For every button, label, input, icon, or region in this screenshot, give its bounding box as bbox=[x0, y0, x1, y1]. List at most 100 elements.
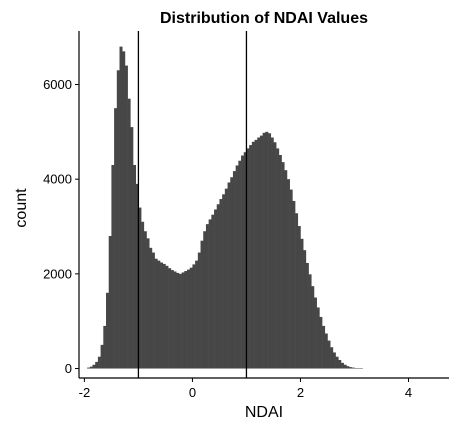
histogram-bar bbox=[232, 171, 236, 369]
histogram-bar bbox=[222, 194, 226, 369]
histogram-bar bbox=[327, 340, 331, 369]
histogram-bar bbox=[349, 367, 353, 369]
y-tick-label: 6000 bbox=[43, 77, 72, 92]
histogram-bar bbox=[340, 362, 344, 369]
histogram-bar bbox=[197, 252, 201, 369]
histogram-bar bbox=[214, 209, 218, 369]
histogram-bar bbox=[165, 265, 169, 369]
histogram-bar bbox=[146, 238, 150, 369]
histogram-bar bbox=[319, 316, 323, 369]
histogram-bar bbox=[332, 352, 336, 369]
histogram-bar bbox=[268, 133, 272, 369]
histogram-bar bbox=[316, 307, 320, 369]
histogram-bar bbox=[346, 366, 350, 369]
histogram-bar bbox=[178, 273, 182, 369]
histogram-bar bbox=[100, 344, 104, 369]
histogram-bar bbox=[133, 164, 137, 369]
histogram-bar bbox=[170, 270, 174, 369]
reference-lines bbox=[137, 31, 248, 378]
x-tick-label: -2 bbox=[79, 385, 91, 400]
histogram-bar bbox=[338, 360, 342, 369]
histogram-bar bbox=[305, 262, 309, 369]
histogram-bar bbox=[122, 51, 126, 369]
histogram-bar bbox=[97, 356, 101, 369]
histogram-bar bbox=[89, 366, 93, 369]
histogram-bar bbox=[273, 142, 277, 369]
histogram-bar bbox=[187, 269, 191, 369]
histogram-bar bbox=[351, 367, 355, 369]
histogram-bar bbox=[295, 213, 299, 369]
histogram-bar bbox=[254, 139, 258, 369]
histogram-bar bbox=[124, 65, 128, 369]
histogram-bar bbox=[200, 240, 204, 369]
histogram-bar bbox=[111, 164, 115, 369]
histogram-bar bbox=[324, 333, 328, 369]
histogram-bar bbox=[208, 219, 212, 369]
x-axis-ticks: -2 0 2 4 bbox=[79, 378, 412, 400]
histogram-bar bbox=[238, 160, 242, 369]
histogram-bars bbox=[87, 46, 363, 369]
chart-title: Distribution of NDAI Values bbox=[160, 10, 368, 27]
histogram-bar bbox=[211, 214, 215, 369]
histogram-bar bbox=[251, 141, 255, 369]
histogram-bar bbox=[135, 183, 139, 369]
histogram-bar bbox=[286, 179, 290, 369]
histogram-bar bbox=[119, 46, 123, 369]
histogram-bar bbox=[92, 364, 96, 369]
y-axis-ticks: 0 2000 4000 6000 bbox=[43, 77, 79, 376]
histogram-bar bbox=[160, 262, 164, 369]
histogram-bar bbox=[195, 260, 199, 369]
axes bbox=[78, 31, 449, 379]
x-tick-label: 4 bbox=[405, 385, 412, 400]
histogram-bar bbox=[278, 155, 282, 369]
histogram-bar bbox=[87, 367, 91, 369]
histogram-bar bbox=[265, 131, 269, 369]
histogram-bar bbox=[281, 162, 285, 369]
histogram-bar bbox=[313, 297, 317, 369]
histogram-bar bbox=[259, 135, 263, 369]
histogram-bar bbox=[230, 177, 234, 369]
histogram-bar bbox=[127, 98, 131, 369]
x-tick-label: 2 bbox=[297, 385, 304, 400]
histogram-bar bbox=[343, 364, 347, 369]
histogram-bar bbox=[216, 204, 220, 369]
histogram-bar bbox=[224, 188, 228, 369]
histogram-bar bbox=[241, 155, 245, 369]
histogram-bar bbox=[246, 148, 250, 369]
histogram-bar bbox=[189, 267, 193, 369]
histogram-bar bbox=[235, 165, 239, 369]
histogram-bar bbox=[330, 347, 334, 369]
histogram-bar bbox=[157, 260, 161, 369]
y-tick-label: 4000 bbox=[43, 172, 72, 187]
histogram-bar bbox=[262, 132, 266, 369]
histogram-bar bbox=[181, 272, 185, 369]
histogram-bar bbox=[335, 356, 339, 369]
histogram-bar bbox=[114, 108, 118, 369]
histogram-bar bbox=[311, 286, 315, 369]
histogram-bar bbox=[284, 170, 288, 369]
histogram-bar bbox=[205, 224, 209, 369]
histogram-bar bbox=[173, 271, 177, 369]
histogram-bar bbox=[138, 207, 142, 369]
histogram-bar bbox=[149, 247, 153, 369]
histogram-bar bbox=[243, 152, 247, 369]
histogram-bar bbox=[257, 137, 261, 369]
histogram-bar bbox=[154, 258, 158, 369]
histogram-bar bbox=[143, 231, 147, 369]
histogram-bar bbox=[108, 235, 112, 369]
y-tick-label: 2000 bbox=[43, 266, 72, 281]
x-tick-label: 0 bbox=[189, 385, 196, 400]
histogram-bar bbox=[130, 127, 134, 369]
histogram-bar bbox=[303, 250, 307, 369]
histogram-bar bbox=[292, 200, 296, 369]
histogram-bar bbox=[95, 361, 99, 369]
y-tick-label: 0 bbox=[65, 361, 72, 376]
histogram-bar bbox=[219, 199, 223, 369]
histogram-bar bbox=[270, 137, 274, 369]
histogram-bar bbox=[141, 221, 145, 369]
histogram-bar bbox=[289, 189, 293, 369]
histogram-bar bbox=[227, 182, 231, 369]
histogram-bar bbox=[249, 145, 253, 369]
histogram-bar bbox=[192, 264, 196, 369]
